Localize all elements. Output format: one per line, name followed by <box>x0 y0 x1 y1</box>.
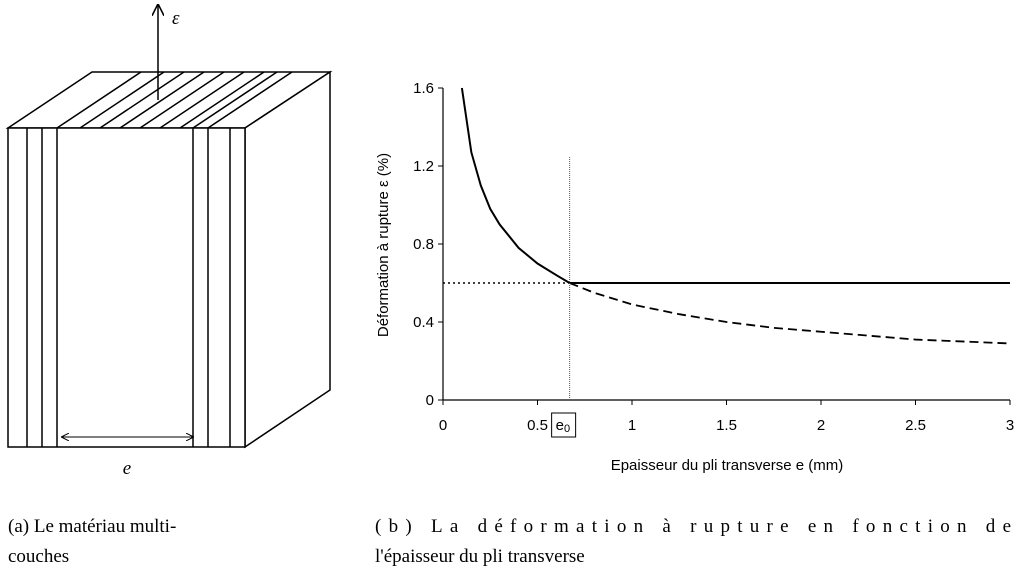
marker-label-box <box>551 412 577 438</box>
marker-label: e0 <box>556 417 570 435</box>
x-tick-label: 3 <box>1006 417 1014 434</box>
caption-b: l'épaisseur du pli transverse <box>375 546 585 567</box>
y-axis-label: Déformation à rupture ε (%) <box>375 153 392 337</box>
strain-symbol: ε <box>172 8 180 29</box>
line-dashed <box>569 282 1011 345</box>
x-tick-label: 2 <box>817 417 825 434</box>
line-solid <box>460 87 1010 284</box>
caption-a: couches <box>8 546 69 567</box>
x-tick-label: 0.5 <box>527 417 548 434</box>
caption-b: (b) La déformation à rupture en fonction… <box>375 516 1011 537</box>
x-tick-label: 0 <box>439 417 447 434</box>
x-tick-label: 2.5 <box>905 417 926 434</box>
y-tick-label: 1.2 <box>413 158 434 175</box>
marker-label-text: e <box>556 417 564 434</box>
ply-lines <box>26 71 293 447</box>
y-tick-label: 0 <box>426 392 434 409</box>
y-tick-label: 0.4 <box>413 314 434 331</box>
x-tick-label: 1.5 <box>716 417 737 434</box>
caption-a: (a) Le matériau multi- <box>8 516 176 537</box>
x-tick-label: 1 <box>628 417 636 434</box>
y-tick-label: 1.6 <box>413 80 434 97</box>
thickness-symbol: e <box>123 458 131 479</box>
multilayer-diagram <box>5 5 333 449</box>
x-axis-label: Epaisseur du pli transverse e (mm) <box>611 457 844 474</box>
side-face <box>244 70 331 449</box>
marker-label-subscript: 0 <box>564 423 570 435</box>
y-tick-label: 0.8 <box>413 236 434 253</box>
front-face <box>7 127 246 448</box>
